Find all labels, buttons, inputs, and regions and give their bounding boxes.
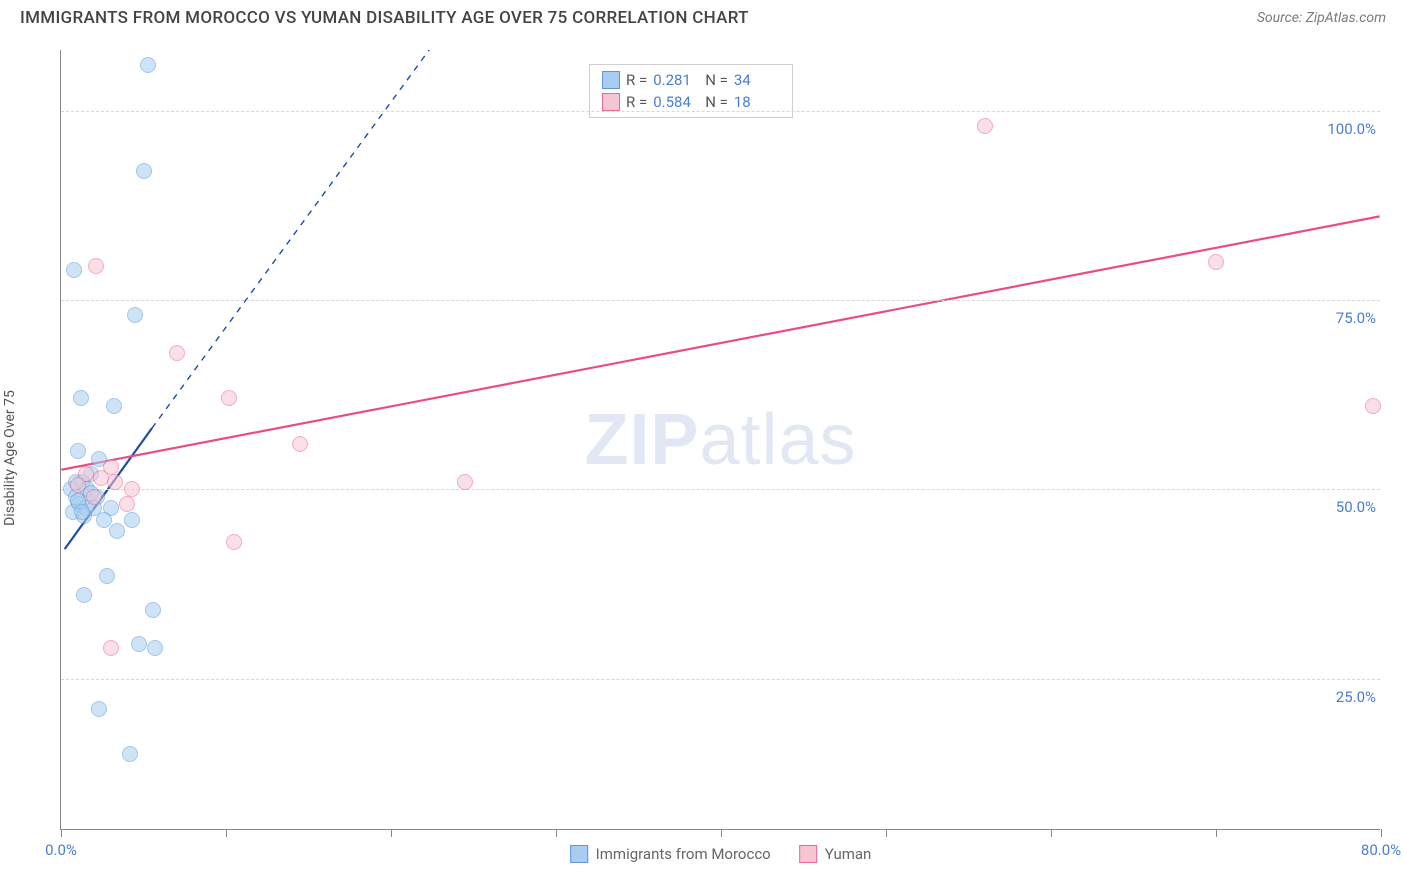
y-tick-label: 100.0%	[1327, 120, 1376, 138]
data-point-morocco	[127, 307, 143, 323]
data-point-yuman	[93, 470, 109, 486]
data-point-yuman	[292, 436, 308, 452]
y-tick-label: 75.0%	[1336, 309, 1376, 327]
swatch-yuman	[799, 845, 817, 863]
data-point-yuman	[169, 345, 185, 361]
data-point-yuman	[124, 481, 140, 497]
correlation-row-morocco: R = 0.281N = 34	[602, 69, 780, 91]
y-axis-label: Disability Age Over 75	[2, 390, 18, 526]
trend-line-yuman	[61, 216, 1379, 469]
data-point-morocco	[76, 587, 92, 603]
chart-container: Disability Age Over 75 ZIPatlas R = 0.28…	[18, 38, 1388, 878]
data-point-yuman	[88, 258, 104, 274]
swatch-morocco	[602, 71, 620, 89]
x-tick	[1051, 829, 1052, 837]
legend-item-yuman: Yuman	[799, 845, 872, 863]
data-point-morocco	[73, 390, 89, 406]
x-tick	[61, 829, 62, 837]
data-point-yuman	[221, 390, 237, 406]
x-tick	[391, 829, 392, 837]
data-point-yuman	[226, 534, 242, 550]
data-point-morocco	[145, 602, 161, 618]
data-point-morocco	[136, 163, 152, 179]
swatch-morocco	[570, 845, 588, 863]
data-point-morocco	[131, 636, 147, 652]
x-tick	[721, 829, 722, 837]
gridline	[61, 489, 1380, 490]
data-point-yuman	[1365, 398, 1381, 414]
x-tick	[556, 829, 557, 837]
y-tick-label: 50.0%	[1336, 498, 1376, 516]
data-point-morocco	[147, 640, 163, 656]
trend-lines-layer	[61, 50, 1380, 829]
x-tick	[1381, 829, 1382, 837]
data-point-yuman	[1208, 254, 1224, 270]
data-point-morocco	[70, 443, 86, 459]
legend-item-morocco: Immigrants from Morocco	[570, 845, 771, 863]
data-point-morocco	[99, 568, 115, 584]
trend-line-dashed-morocco	[152, 50, 457, 428]
swatch-yuman	[602, 93, 620, 111]
x-tick	[226, 829, 227, 837]
gridline	[61, 300, 1380, 301]
data-point-morocco	[66, 262, 82, 278]
y-tick-label: 25.0%	[1336, 688, 1376, 706]
data-point-yuman	[86, 489, 102, 505]
x-tick	[1216, 829, 1217, 837]
data-point-morocco	[106, 398, 122, 414]
data-point-morocco	[74, 504, 90, 520]
data-point-morocco	[124, 512, 140, 528]
data-point-yuman	[107, 474, 123, 490]
watermark: ZIPatlas	[584, 399, 856, 481]
chart-title: IMMIGRANTS FROM MOROCCO VS YUMAN DISABIL…	[20, 8, 749, 28]
plot-area: ZIPatlas R = 0.281N = 34R = 0.584N = 18 …	[60, 50, 1380, 830]
series-legend: Immigrants from Morocco Yuman	[570, 845, 872, 863]
data-point-yuman	[457, 474, 473, 490]
data-point-yuman	[119, 496, 135, 512]
x-tick-label: 80.0%	[1361, 841, 1401, 859]
data-point-morocco	[140, 57, 156, 73]
x-tick	[886, 829, 887, 837]
x-tick-label: 0.0%	[45, 841, 77, 859]
data-point-yuman	[977, 118, 993, 134]
source-label: Source: ZipAtlas.com	[1257, 10, 1386, 26]
data-point-morocco	[96, 512, 112, 528]
data-point-morocco	[122, 746, 138, 762]
data-point-morocco	[109, 523, 125, 539]
gridline	[61, 111, 1380, 112]
gridline	[61, 679, 1380, 680]
data-point-morocco	[91, 701, 107, 717]
data-point-yuman	[103, 640, 119, 656]
data-point-yuman	[70, 477, 86, 493]
